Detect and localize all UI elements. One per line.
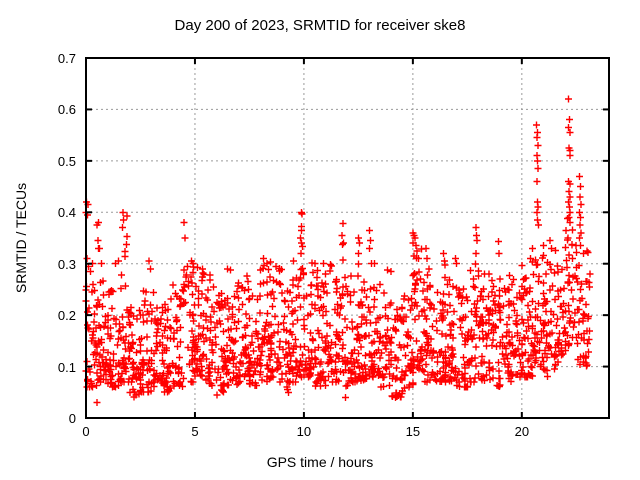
x-tick-label: 5 — [191, 424, 199, 439]
data-points — [82, 95, 594, 406]
plot-border — [85, 57, 610, 419]
y-tick-label: 0.6 — [57, 102, 76, 118]
chart-title: Day 200 of 2023, SRMTID for receiver ske… — [174, 17, 466, 34]
y-tick-label: 0.5 — [57, 153, 76, 169]
x-tick-label: 10 — [296, 424, 312, 439]
y-tick-label: 0.1 — [57, 359, 76, 375]
y-tick-label: 0.4 — [57, 205, 76, 221]
y-tick-label: 0.3 — [57, 256, 76, 272]
x-axis-label: GPS time / hours — [266, 454, 374, 470]
x-tick-label: 0 — [82, 424, 90, 439]
x-tick-label: 20 — [514, 424, 530, 439]
y-tick-label: 0 — [68, 411, 76, 426]
y-tick-label: 0.7 — [57, 51, 76, 66]
x-tick-label: 15 — [405, 424, 421, 439]
y-tick-label: 0.2 — [57, 308, 76, 324]
